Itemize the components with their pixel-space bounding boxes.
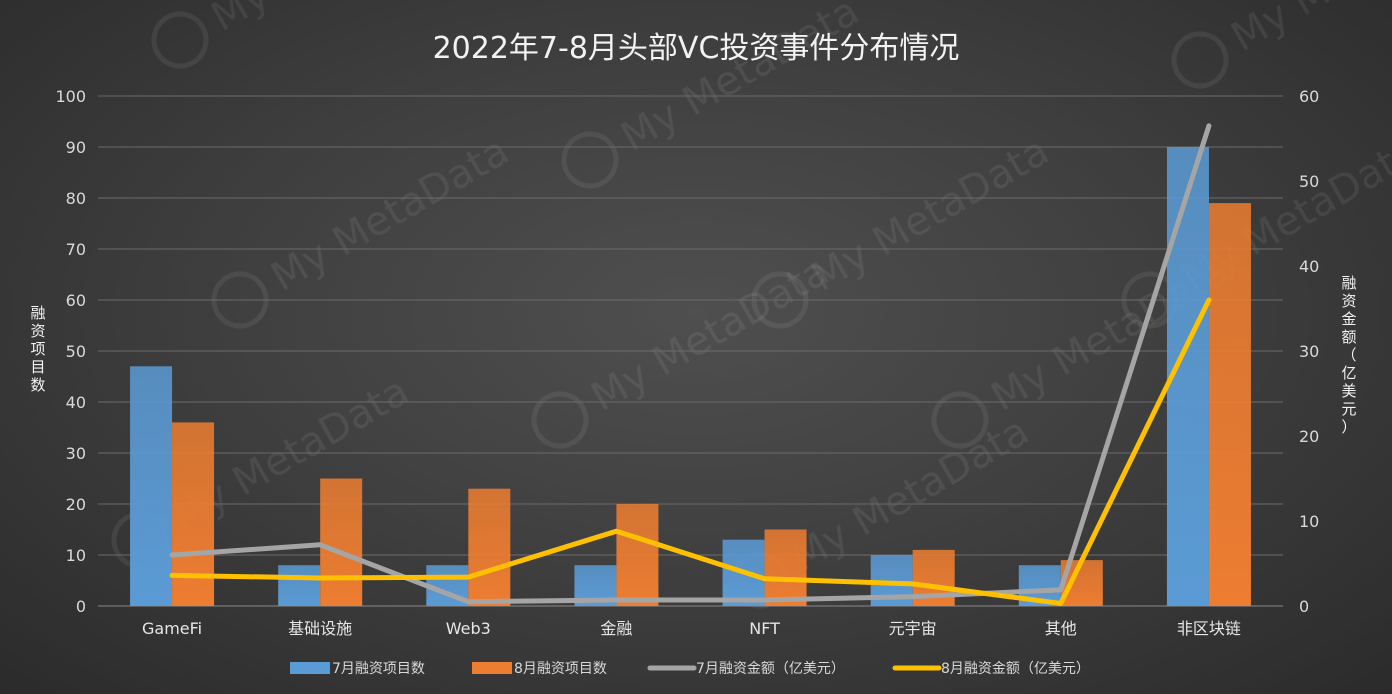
category-label: GameFi bbox=[142, 619, 202, 638]
bar bbox=[616, 504, 659, 606]
y-tick-label: 0 bbox=[76, 597, 86, 616]
y-tick-label: 30 bbox=[66, 444, 86, 463]
category-label: 非区块链 bbox=[1177, 619, 1241, 638]
watermark-logo-icon bbox=[1171, 31, 1229, 89]
watermark-text: My MetaData bbox=[204, 0, 457, 41]
category-label: NFT bbox=[749, 619, 780, 638]
gridlines bbox=[98, 95, 1283, 607]
y-tick-label: 70 bbox=[66, 240, 86, 259]
legend-label: 8月融资金额（亿美元） bbox=[941, 661, 1090, 677]
watermark-logo-icon bbox=[751, 271, 809, 329]
watermark-logo-icon bbox=[151, 11, 209, 69]
watermark-logo-icon bbox=[211, 271, 269, 329]
legend: 7月融资项目数 8月融资项目数 7月融资金额（亿美元） 8月融资金额（亿美元） bbox=[290, 661, 1090, 677]
series-line bbox=[169, 297, 1212, 606]
watermark-text: My MetaData bbox=[584, 248, 837, 421]
series-lines bbox=[169, 123, 1212, 606]
axis-title-char: 融 bbox=[1341, 274, 1356, 292]
watermark-text: My MetaData bbox=[614, 0, 867, 161]
legend-swatch bbox=[472, 662, 512, 674]
y-tick-label: 80 bbox=[66, 189, 86, 208]
axis-title-char: ） bbox=[1341, 418, 1356, 436]
bar bbox=[130, 366, 173, 606]
watermark: My MetaData bbox=[1171, 0, 1392, 89]
axis-title-char: 金 bbox=[1341, 310, 1356, 328]
axis-title-char: 亿 bbox=[1341, 364, 1356, 382]
category-label: 金融 bbox=[600, 619, 632, 638]
bars bbox=[130, 147, 1251, 606]
y2-tick-label: 10 bbox=[1299, 512, 1319, 531]
y2-tick-label: 40 bbox=[1299, 257, 1319, 276]
axis-title-char: 元 bbox=[1341, 400, 1356, 418]
bar bbox=[764, 529, 807, 606]
y2-tick-label: 50 bbox=[1299, 172, 1319, 191]
bar bbox=[320, 478, 363, 606]
axis-title-char: （ bbox=[1341, 346, 1356, 364]
axis-title-char: 项 bbox=[30, 340, 45, 358]
axis-title-char: 资 bbox=[30, 322, 45, 340]
y2-axis-title: 融资金额（亿美元） bbox=[1341, 274, 1356, 436]
y2-tick-label: 20 bbox=[1299, 427, 1319, 446]
y-tick-label: 100 bbox=[55, 87, 86, 106]
axis-title-char: 融 bbox=[30, 304, 45, 322]
watermark: My MetaData bbox=[561, 0, 867, 189]
y-tick-label: 40 bbox=[66, 393, 86, 412]
legend-label: 7月融资项目数 bbox=[332, 661, 425, 677]
y2-tick-label: 30 bbox=[1299, 342, 1319, 361]
axis-title-char: 资 bbox=[1341, 292, 1356, 310]
bar bbox=[278, 565, 321, 606]
watermark-text: My MetaData bbox=[1224, 0, 1392, 61]
bar bbox=[1208, 203, 1251, 606]
watermark-logo-icon bbox=[531, 391, 589, 449]
legend-swatch bbox=[290, 662, 330, 674]
y2-tick-label: 60 bbox=[1299, 87, 1319, 106]
axis-title-char: 额 bbox=[1341, 328, 1356, 346]
right-axis-ticks: 0 10 20 30 40 50 60 bbox=[1299, 87, 1319, 616]
watermark: My MetaData bbox=[531, 248, 837, 449]
watermark-text: My MetaData bbox=[804, 128, 1057, 301]
axis-title-char: 数 bbox=[30, 376, 45, 394]
category-label: 元宇宙 bbox=[889, 619, 937, 638]
y-tick-label: 90 bbox=[66, 138, 86, 157]
category-label: Web3 bbox=[446, 619, 491, 638]
y-tick-label: 50 bbox=[66, 342, 86, 361]
watermark-logo-icon bbox=[931, 391, 989, 449]
series-line bbox=[169, 123, 1212, 605]
legend-label: 7月融资金额（亿美元） bbox=[696, 661, 845, 677]
y-tick-label: 20 bbox=[66, 495, 86, 514]
watermark-logo-icon bbox=[561, 131, 619, 189]
watermark: My MetaData bbox=[211, 128, 517, 329]
category-label: 基础设施 bbox=[288, 619, 352, 638]
y-tick-label: 10 bbox=[66, 546, 86, 565]
axis-title-char: 目 bbox=[30, 358, 45, 376]
y2-tick-label: 0 bbox=[1299, 597, 1309, 616]
left-axis-ticks: 0 10 20 30 40 50 60 70 80 90 100 bbox=[55, 87, 86, 616]
y-axis-title: 融资项目数 bbox=[30, 304, 45, 394]
y-tick-label: 60 bbox=[66, 291, 86, 310]
category-label: 其他 bbox=[1045, 619, 1077, 638]
axis-title-char: 美 bbox=[1341, 382, 1356, 400]
chart-title: 2022年7-8月头部VC投资事件分布情况 bbox=[433, 31, 960, 66]
bar bbox=[468, 488, 511, 606]
legend-label: 8月融资项目数 bbox=[514, 661, 607, 677]
watermark: My MetaData bbox=[151, 0, 457, 69]
category-labels: GameFi 基础设施 Web3 金融 NFT 元宇宙 其他 非区块链 bbox=[142, 619, 1241, 638]
watermark-text: My MetaData bbox=[264, 128, 517, 301]
